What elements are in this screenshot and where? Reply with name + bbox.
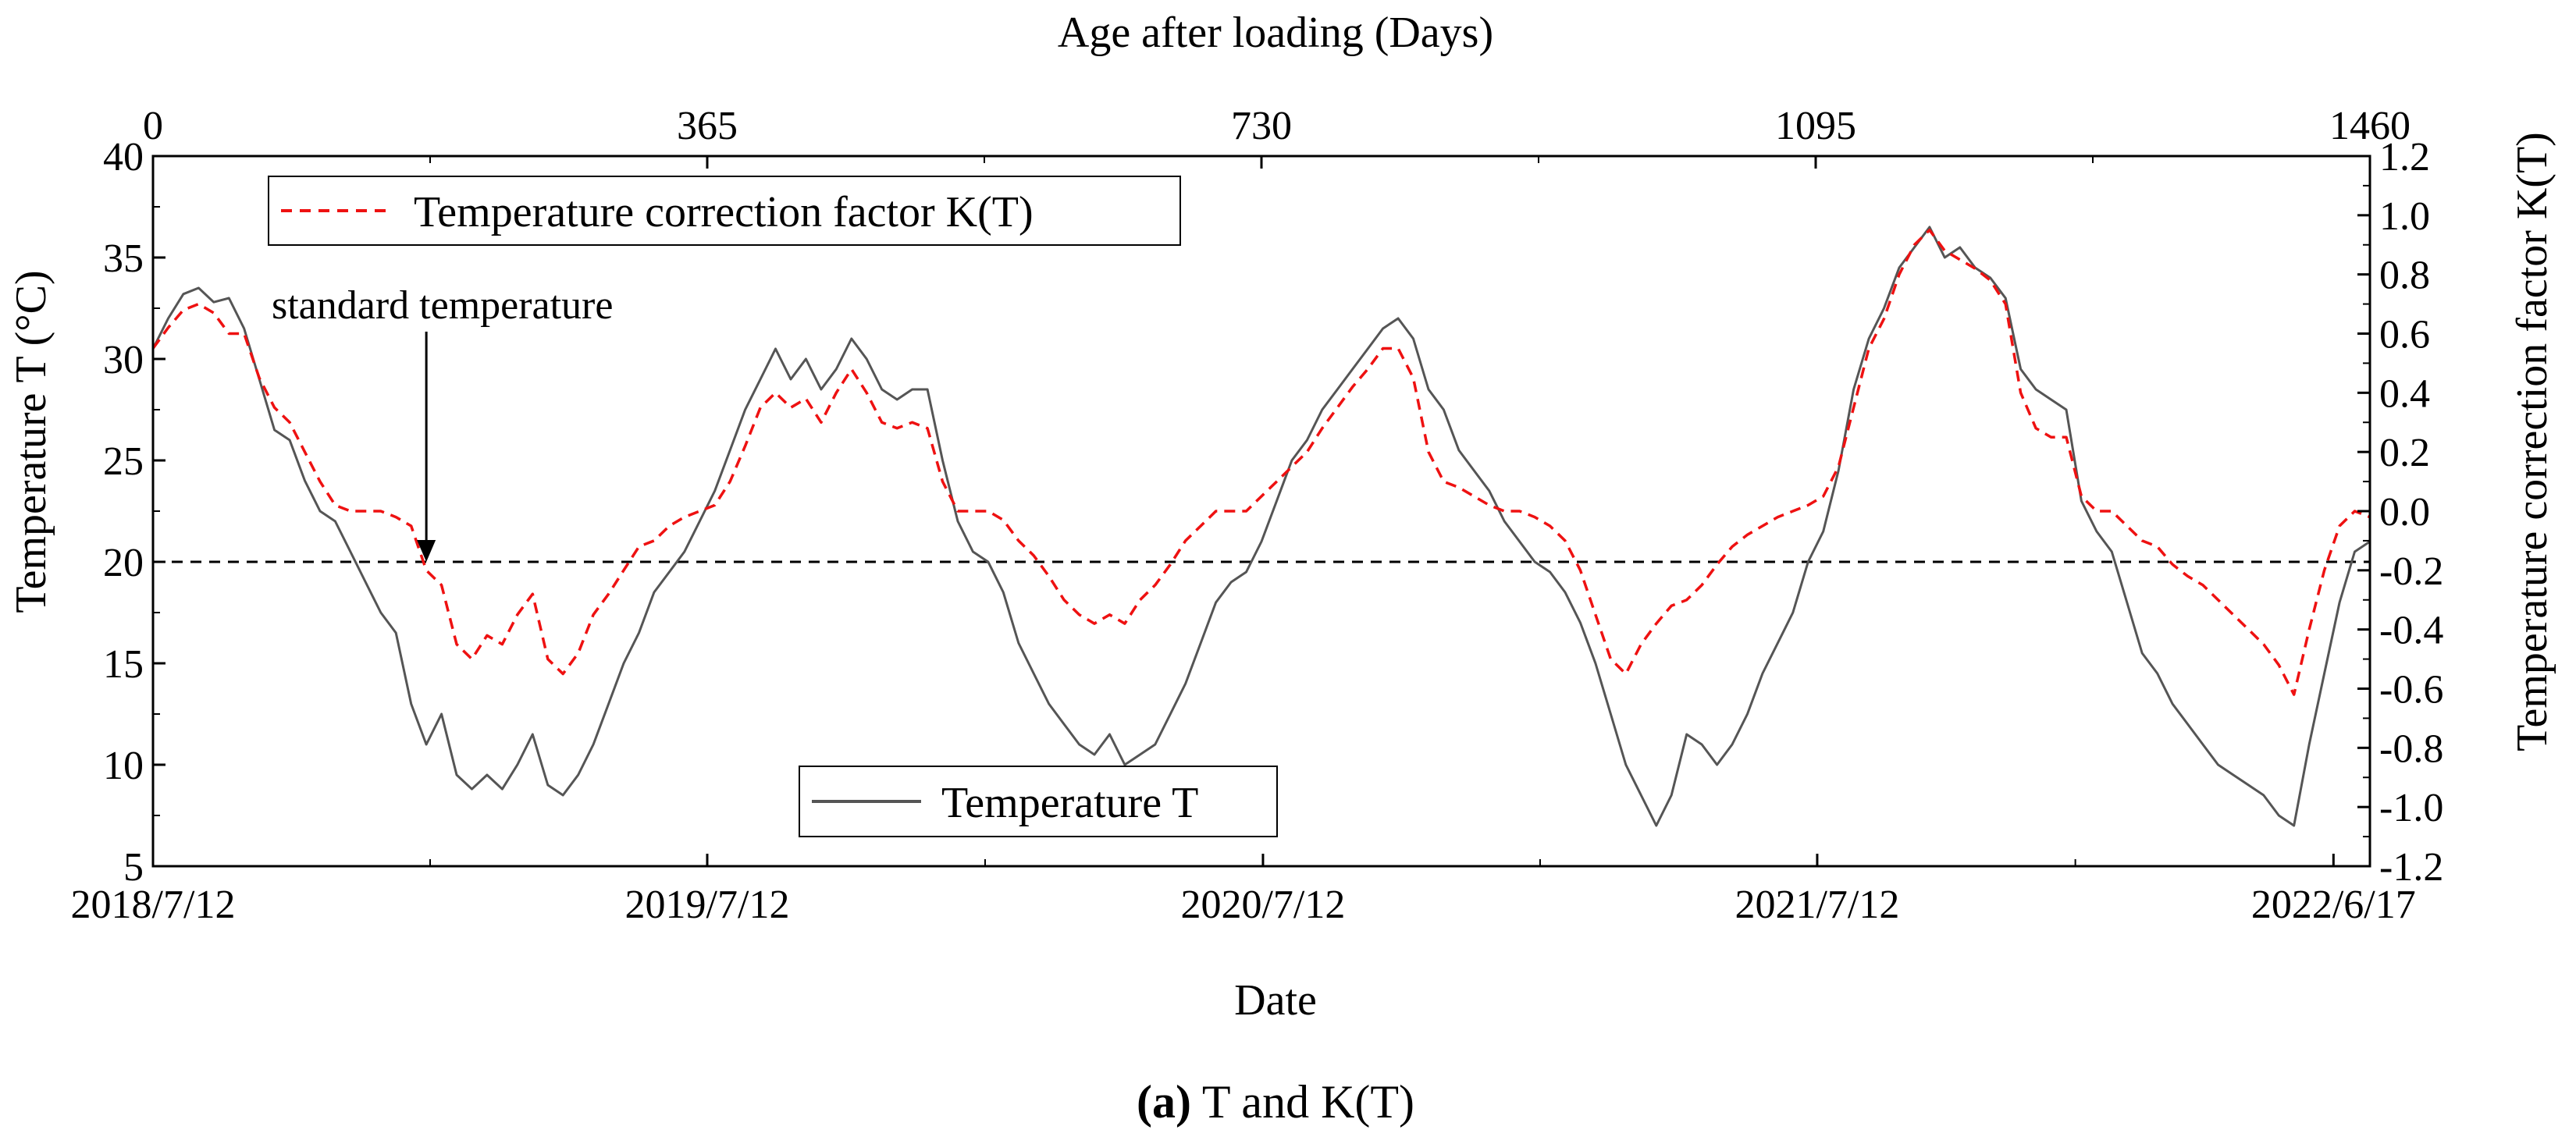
legend-k-label: Temperature correction factor K(T) bbox=[414, 188, 1034, 236]
y-right-tick-label: 0.6 bbox=[2379, 313, 2430, 357]
x-bottom-tick-label: 2021/7/12 bbox=[1735, 883, 1899, 927]
series-line-temperature bbox=[153, 226, 2370, 827]
y-right-tick-label: -0.4 bbox=[2379, 609, 2443, 653]
standard-temperature-annotation: standard temperature bbox=[272, 283, 613, 562]
annotation-label: standard temperature bbox=[272, 283, 613, 328]
x-axis-title-top: Age after loading (Days) bbox=[1058, 9, 1493, 57]
y-right-tick-label: 0.2 bbox=[2379, 431, 2430, 475]
y-right-tick-label: 0.0 bbox=[2379, 490, 2430, 535]
y-left-tick-label: 10 bbox=[103, 744, 144, 788]
y-left-tick-label: 20 bbox=[103, 541, 144, 585]
axis-layer: 5 10 15 20 25 30 35 40 -1.2 -1.0 -0.8 -0.6 -0.4 -0.2 0… bbox=[71, 104, 2444, 927]
legend-k-box bbox=[268, 176, 1181, 246]
legend-k: Temperature correction factor K(T) bbox=[268, 176, 1181, 246]
y-left-tick-label: 25 bbox=[103, 439, 144, 484]
series-line-k-factor bbox=[153, 229, 2370, 696]
y-right-tick-label: -0.8 bbox=[2379, 727, 2443, 771]
y-right-tick-label: 1.0 bbox=[2379, 194, 2430, 239]
legend-t: Temperature T bbox=[799, 766, 1278, 837]
x-bottom-tick-label: 2018/7/12 bbox=[71, 883, 236, 927]
y-axis-title-right: Temperature correction factor K(T) bbox=[2508, 132, 2556, 751]
x-top-tick-label: 0 bbox=[143, 104, 163, 148]
x-top-tick-label: 1460 bbox=[2329, 104, 2411, 148]
x-top-tick-label: 730 bbox=[1231, 104, 1292, 148]
x-top-tick-label: 1095 bbox=[1775, 104, 1856, 148]
caption-bold: (a) bbox=[1137, 1076, 1191, 1128]
x-bottom-tick-label: 2020/7/12 bbox=[1180, 883, 1345, 927]
y-right-tick-label: 0.8 bbox=[2379, 254, 2430, 298]
annotation-arrow-head bbox=[417, 540, 436, 562]
y-right-tick-label: -1.0 bbox=[2379, 786, 2443, 830]
y-left-tick-label: 40 bbox=[103, 135, 144, 179]
x-bottom-tick-label: 2022/6/17 bbox=[2251, 883, 2416, 927]
figure-caption: (a) T and K(T) bbox=[1137, 1076, 1414, 1128]
y-left-tick-label: 30 bbox=[103, 338, 144, 382]
y-left-tick-label: 15 bbox=[103, 642, 144, 687]
y-left-tick-label: 35 bbox=[103, 236, 144, 281]
caption-text: T and K(T) bbox=[1191, 1076, 1414, 1128]
y-left-tick-label: 5 bbox=[123, 845, 144, 890]
x-bottom-tick-label: 2019/7/12 bbox=[625, 883, 790, 927]
x-top-tick-label: 365 bbox=[677, 104, 738, 148]
y-right-tick-label: 1.2 bbox=[2379, 135, 2430, 179]
y-right-tick-label: -1.2 bbox=[2379, 845, 2443, 890]
x-axis-title-bottom: Date bbox=[1234, 976, 1317, 1025]
y-right-tick-label: -0.6 bbox=[2379, 668, 2443, 712]
series-layer bbox=[153, 226, 2370, 827]
y-axis-title-left: Temperature T (°C) bbox=[7, 270, 55, 613]
y-right-tick-label: 0.4 bbox=[2379, 371, 2430, 416]
y-right-tick-label: -0.2 bbox=[2379, 549, 2443, 594]
legend-t-label: Temperature T bbox=[941, 779, 1198, 827]
